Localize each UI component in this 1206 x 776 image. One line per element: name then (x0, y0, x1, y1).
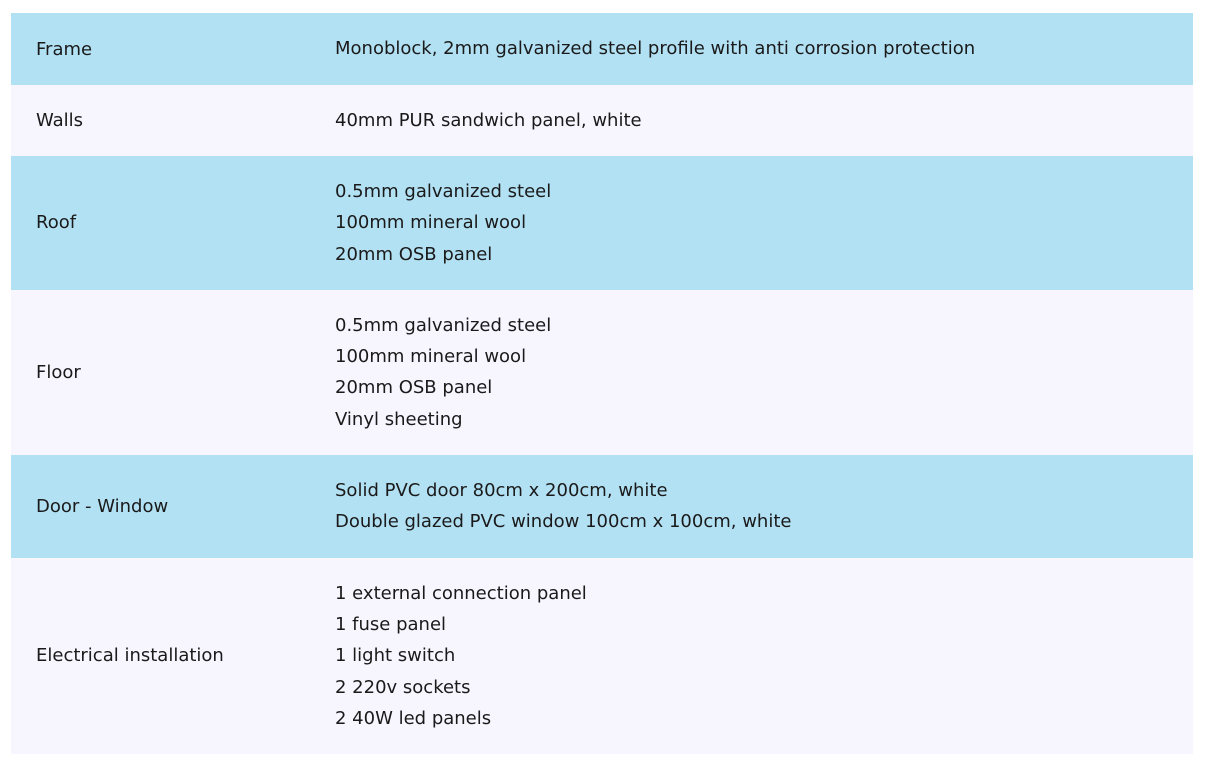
row-label: Walls (36, 110, 84, 131)
table-row: Frame Monoblock, 2mm galvanized steel pro… (11, 13, 1193, 85)
value-line: Monoblock, 2mm galvanized steel profile … (335, 38, 976, 60)
table-row: Roof 0.5mm galvanized steel 100mm mineral … (11, 156, 1193, 290)
row-value: Monoblock, 2mm galvanized steel profile … (335, 13, 1193, 85)
value-line: 20mm OSB panel (335, 243, 493, 265)
row-value: 0.5mm galvanized steel 100mm mineral wool… (335, 290, 1193, 455)
row-value: 40mm PUR sandwich panel, white (335, 85, 1193, 156)
value-line: 100mm mineral wool (335, 212, 527, 234)
value-line: 0.5mm galvanized steel (335, 181, 552, 202)
row-label: Frame (36, 38, 93, 60)
value-line: 40mm PUR sandwich panel, white (335, 109, 642, 131)
row-label: Roof (36, 212, 77, 234)
value-line: 2 40W led panels (335, 707, 492, 729)
value-line: 100mm mineral wool (335, 346, 527, 368)
specifications-table: Frame Monoblock, 2mm galvanized steel pro… (11, 13, 1193, 755)
row-value: 0.5mm galvanized steel 100mm mineral wool… (335, 156, 1193, 290)
value-line: 20mm OSB panel (335, 377, 493, 399)
value-line: 2 220v sockets (335, 676, 471, 698)
row-value: 1 external connection panel 1 fuse panel 1… (335, 558, 1193, 754)
value-line: 0.5mm galvanized steel (335, 314, 552, 336)
value-line: Vinyl sheeting (335, 408, 463, 430)
value-line: Solid PVC door 80cm x 200cm, white (335, 480, 668, 502)
row-label: Floor (36, 361, 81, 383)
value-line: 1 external connection panel (335, 582, 587, 604)
specifications-table-body: Frame Monoblock, 2mm galvanized steel pro… (11, 13, 1193, 755)
row-label: Electrical installation (36, 645, 224, 667)
value-line: Double glazed PVC window 100cm x 100cm, … (335, 511, 792, 533)
table-row: Electrical installation 1 external connec… (11, 557, 1193, 755)
table-row: Walls 40mm PUR sandwich panel, white (11, 85, 1193, 156)
table-row: Door - Window Solid PVC door 80cm x 200cm… (11, 455, 1193, 558)
value-line: 1 light switch (335, 645, 456, 667)
row-label: Door - Window (36, 495, 169, 517)
row-value: Solid PVC door 80cm x 200cm, white Double… (335, 455, 1193, 558)
table-row: Floor 0.5mm galvanized steel 100mm mineral… (11, 289, 1193, 456)
value-line: 1 fuse panel (335, 613, 447, 635)
